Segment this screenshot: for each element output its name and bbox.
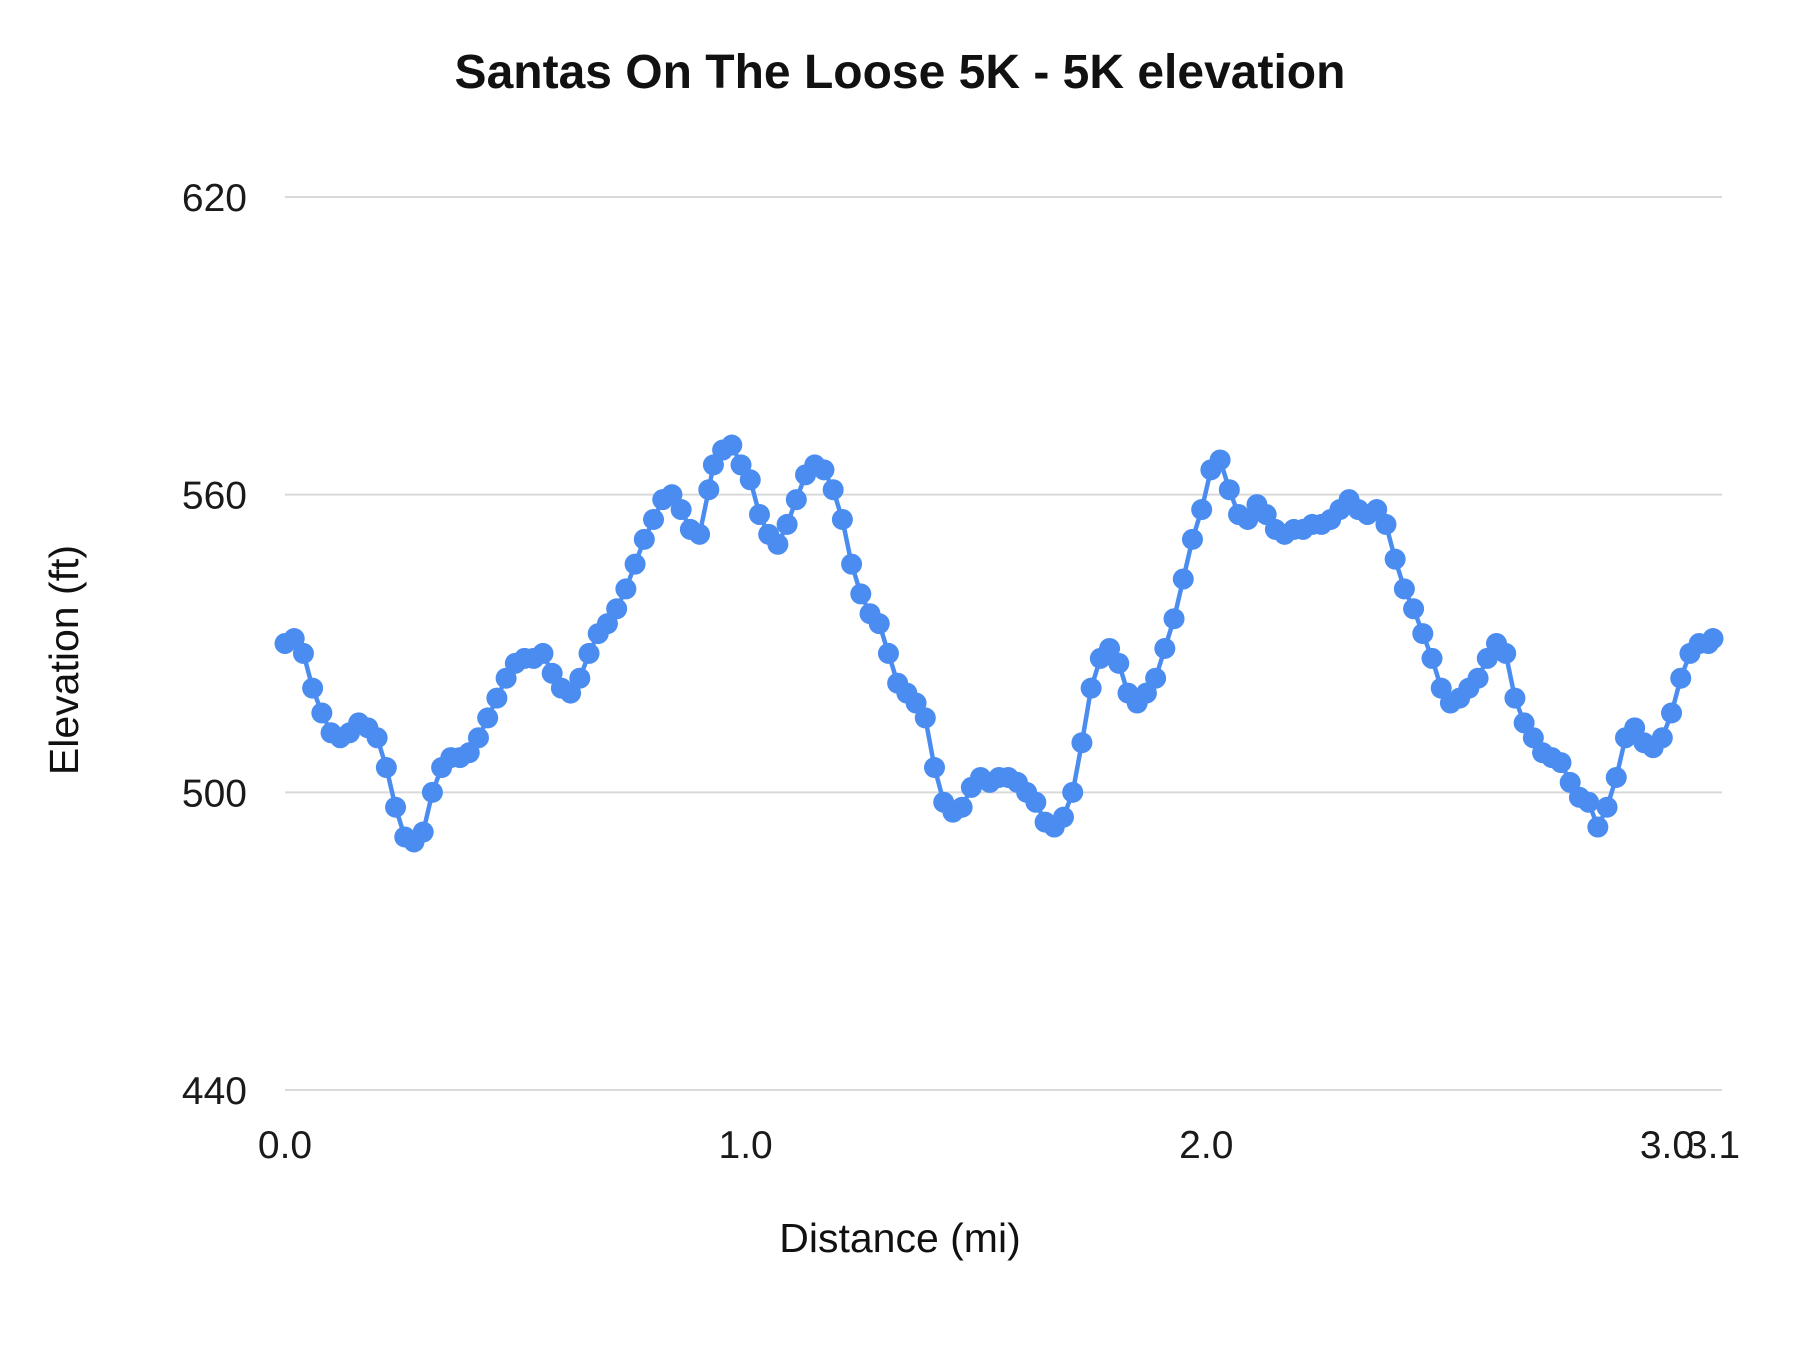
data-point [785, 489, 807, 511]
data-point [1596, 796, 1618, 818]
data-point [412, 821, 434, 843]
chart-title: Santas On The Loose 5K - 5K elevation [455, 46, 1346, 99]
data-point [1052, 806, 1074, 828]
data-point [1209, 449, 1231, 471]
data-point [689, 523, 711, 545]
data-point [877, 642, 899, 664]
data-point [615, 578, 637, 600]
data-point [1605, 766, 1627, 788]
data-point [569, 667, 591, 689]
data-point [831, 508, 853, 530]
data-point [1163, 608, 1185, 630]
x-tick-label: 0.0 [258, 1124, 312, 1167]
data-point [841, 553, 863, 575]
data-point [914, 707, 936, 729]
data-point [1550, 752, 1572, 774]
data-point [850, 583, 872, 605]
data-point [292, 642, 314, 664]
x-tick-label: 3.0 [1640, 1124, 1694, 1167]
data-point [1504, 687, 1526, 709]
data-point [1071, 732, 1093, 754]
data-point [421, 781, 443, 803]
data-point [1384, 548, 1406, 570]
y-tick-label: 440 [182, 1070, 247, 1113]
data-point [643, 508, 665, 530]
data-point [951, 796, 973, 818]
data-point [366, 727, 388, 749]
data-point [721, 434, 743, 456]
x-axis-tick-labels: 0.0 1.0 2.0 3.03.1 [258, 1124, 1740, 1167]
data-point [822, 479, 844, 501]
data-point [477, 707, 499, 729]
data-point [606, 598, 628, 620]
x-tick-label: 1.0 [719, 1124, 773, 1167]
data-point [302, 677, 324, 699]
data-point [624, 553, 646, 575]
data-point [1191, 499, 1213, 521]
data-point [311, 702, 333, 724]
x-tick-label: 3.1 [1686, 1124, 1740, 1167]
data-point [1025, 791, 1047, 813]
data-point [1062, 781, 1084, 803]
data-point [776, 513, 798, 535]
gridlines [285, 196, 1722, 1091]
data-point [375, 757, 397, 779]
data-point [1181, 528, 1203, 550]
data-point [1375, 513, 1397, 535]
data-point [1578, 791, 1600, 813]
data-point [1108, 652, 1130, 674]
data-point [1702, 628, 1724, 650]
data-point [385, 796, 407, 818]
data-point [1587, 816, 1609, 838]
data-point [1670, 667, 1692, 689]
data-point [813, 459, 835, 481]
data-point [924, 757, 946, 779]
y-axis-tick-labels: 440 500 560 620 [182, 177, 247, 1113]
elevation-series [274, 434, 1724, 853]
data-point [1651, 727, 1673, 749]
data-point [1172, 568, 1194, 590]
data-point [486, 687, 508, 709]
y-tick-label: 500 [182, 772, 247, 815]
x-axis-title: Distance (mi) [779, 1215, 1020, 1261]
data-point [1145, 667, 1167, 689]
data-point [1080, 677, 1102, 699]
data-point [1421, 647, 1443, 669]
y-tick-label: 560 [182, 475, 247, 518]
data-point [1661, 702, 1683, 724]
y-axis-title: Elevation (ft) [41, 545, 87, 775]
x-tick-label: 2.0 [1179, 1124, 1233, 1167]
data-point [1403, 598, 1425, 620]
data-point [868, 613, 890, 635]
data-point [1412, 623, 1434, 645]
data-point [578, 642, 600, 664]
data-point [532, 642, 554, 664]
data-point [698, 479, 720, 501]
data-point [1467, 667, 1489, 689]
data-point [1154, 637, 1176, 659]
data-point [1393, 578, 1415, 600]
data-point [748, 504, 770, 526]
data-point [767, 533, 789, 555]
data-point [1218, 479, 1240, 501]
data-point [467, 727, 489, 749]
data-point [739, 469, 761, 491]
data-point [670, 499, 692, 521]
data-point [633, 528, 655, 550]
y-tick-label: 620 [182, 177, 247, 220]
data-point [1495, 642, 1517, 664]
